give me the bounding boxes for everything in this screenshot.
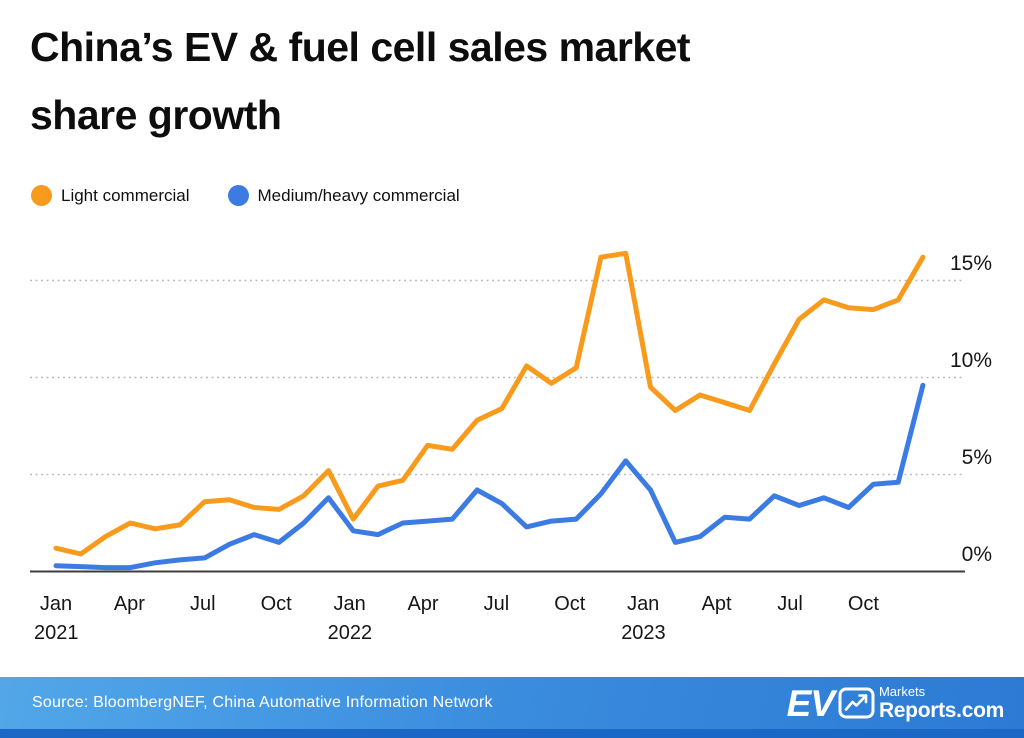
source-text: Source: BloombergNEF, China Automative I… — [32, 694, 493, 711]
legend-dot-light-commercial-icon — [31, 185, 52, 206]
brand-logo: EV Markets Reports.com — [786, 682, 1005, 724]
x-tick-month-label: Apt — [701, 593, 732, 615]
legend-label-light-commercial: Light commercial — [61, 185, 190, 205]
x-tick-year-label: 2021 — [34, 622, 79, 644]
y-tick-label: 5% — [961, 445, 992, 469]
y-tick-label: 10% — [949, 348, 992, 372]
page-title: China’s EV & fuel cell sales market share… — [30, 13, 970, 149]
legend-dot-medium-heavy-commercial-icon — [227, 185, 249, 206]
page-title-line1: China’s EV & fuel cell sales market — [30, 24, 691, 70]
x-tick-month-label: Oct — [260, 593, 292, 615]
x-tick-month-label: Oct — [847, 593, 879, 615]
logo-markets-text: Markets — [878, 684, 926, 699]
x-tick-month-label: Apr — [113, 593, 145, 615]
x-tick-month-label: Jul — [483, 593, 510, 615]
legend: Light commercial Medium/heavy commercial — [31, 185, 460, 206]
x-tick-year-label: 2022 — [327, 622, 373, 644]
x-tick-month-label: Jan — [627, 593, 660, 615]
chart-trend-icon — [838, 687, 875, 719]
y-tick-label: 15% — [949, 251, 992, 275]
footer: Source: BloombergNEF, China Automative I… — [0, 677, 1024, 738]
x-tick-month-label: Jul — [190, 593, 216, 615]
logo-ev-text: EV — [786, 682, 835, 724]
legend-label-medium-heavy-commercial: Medium/heavy commercial — [257, 185, 460, 205]
y-tick-label: 0% — [961, 542, 992, 566]
x-tick-year-label: 2023 — [621, 622, 666, 644]
legend-item-light-commercial: Light commercial — [31, 185, 190, 206]
x-tick-month-label: Jan — [333, 593, 366, 615]
logo-reports-text: Reports.com — [878, 699, 1004, 722]
series-line-1 — [53, 382, 926, 571]
page-title-line2: share growth — [30, 92, 282, 138]
x-tick-month-label: Jan — [39, 593, 73, 615]
footer-bottom-stripe — [0, 729, 1024, 738]
series-line-0 — [53, 250, 926, 557]
x-tick-month-label: Jul — [777, 593, 803, 615]
x-tick-month-label: Oct — [554, 593, 586, 615]
legend-item-medium-heavy-commercial: Medium/heavy commercial — [227, 185, 460, 206]
x-tick-month-label: Apr — [407, 593, 439, 615]
logo-wordmark: Markets Reports.com — [879, 685, 1004, 721]
